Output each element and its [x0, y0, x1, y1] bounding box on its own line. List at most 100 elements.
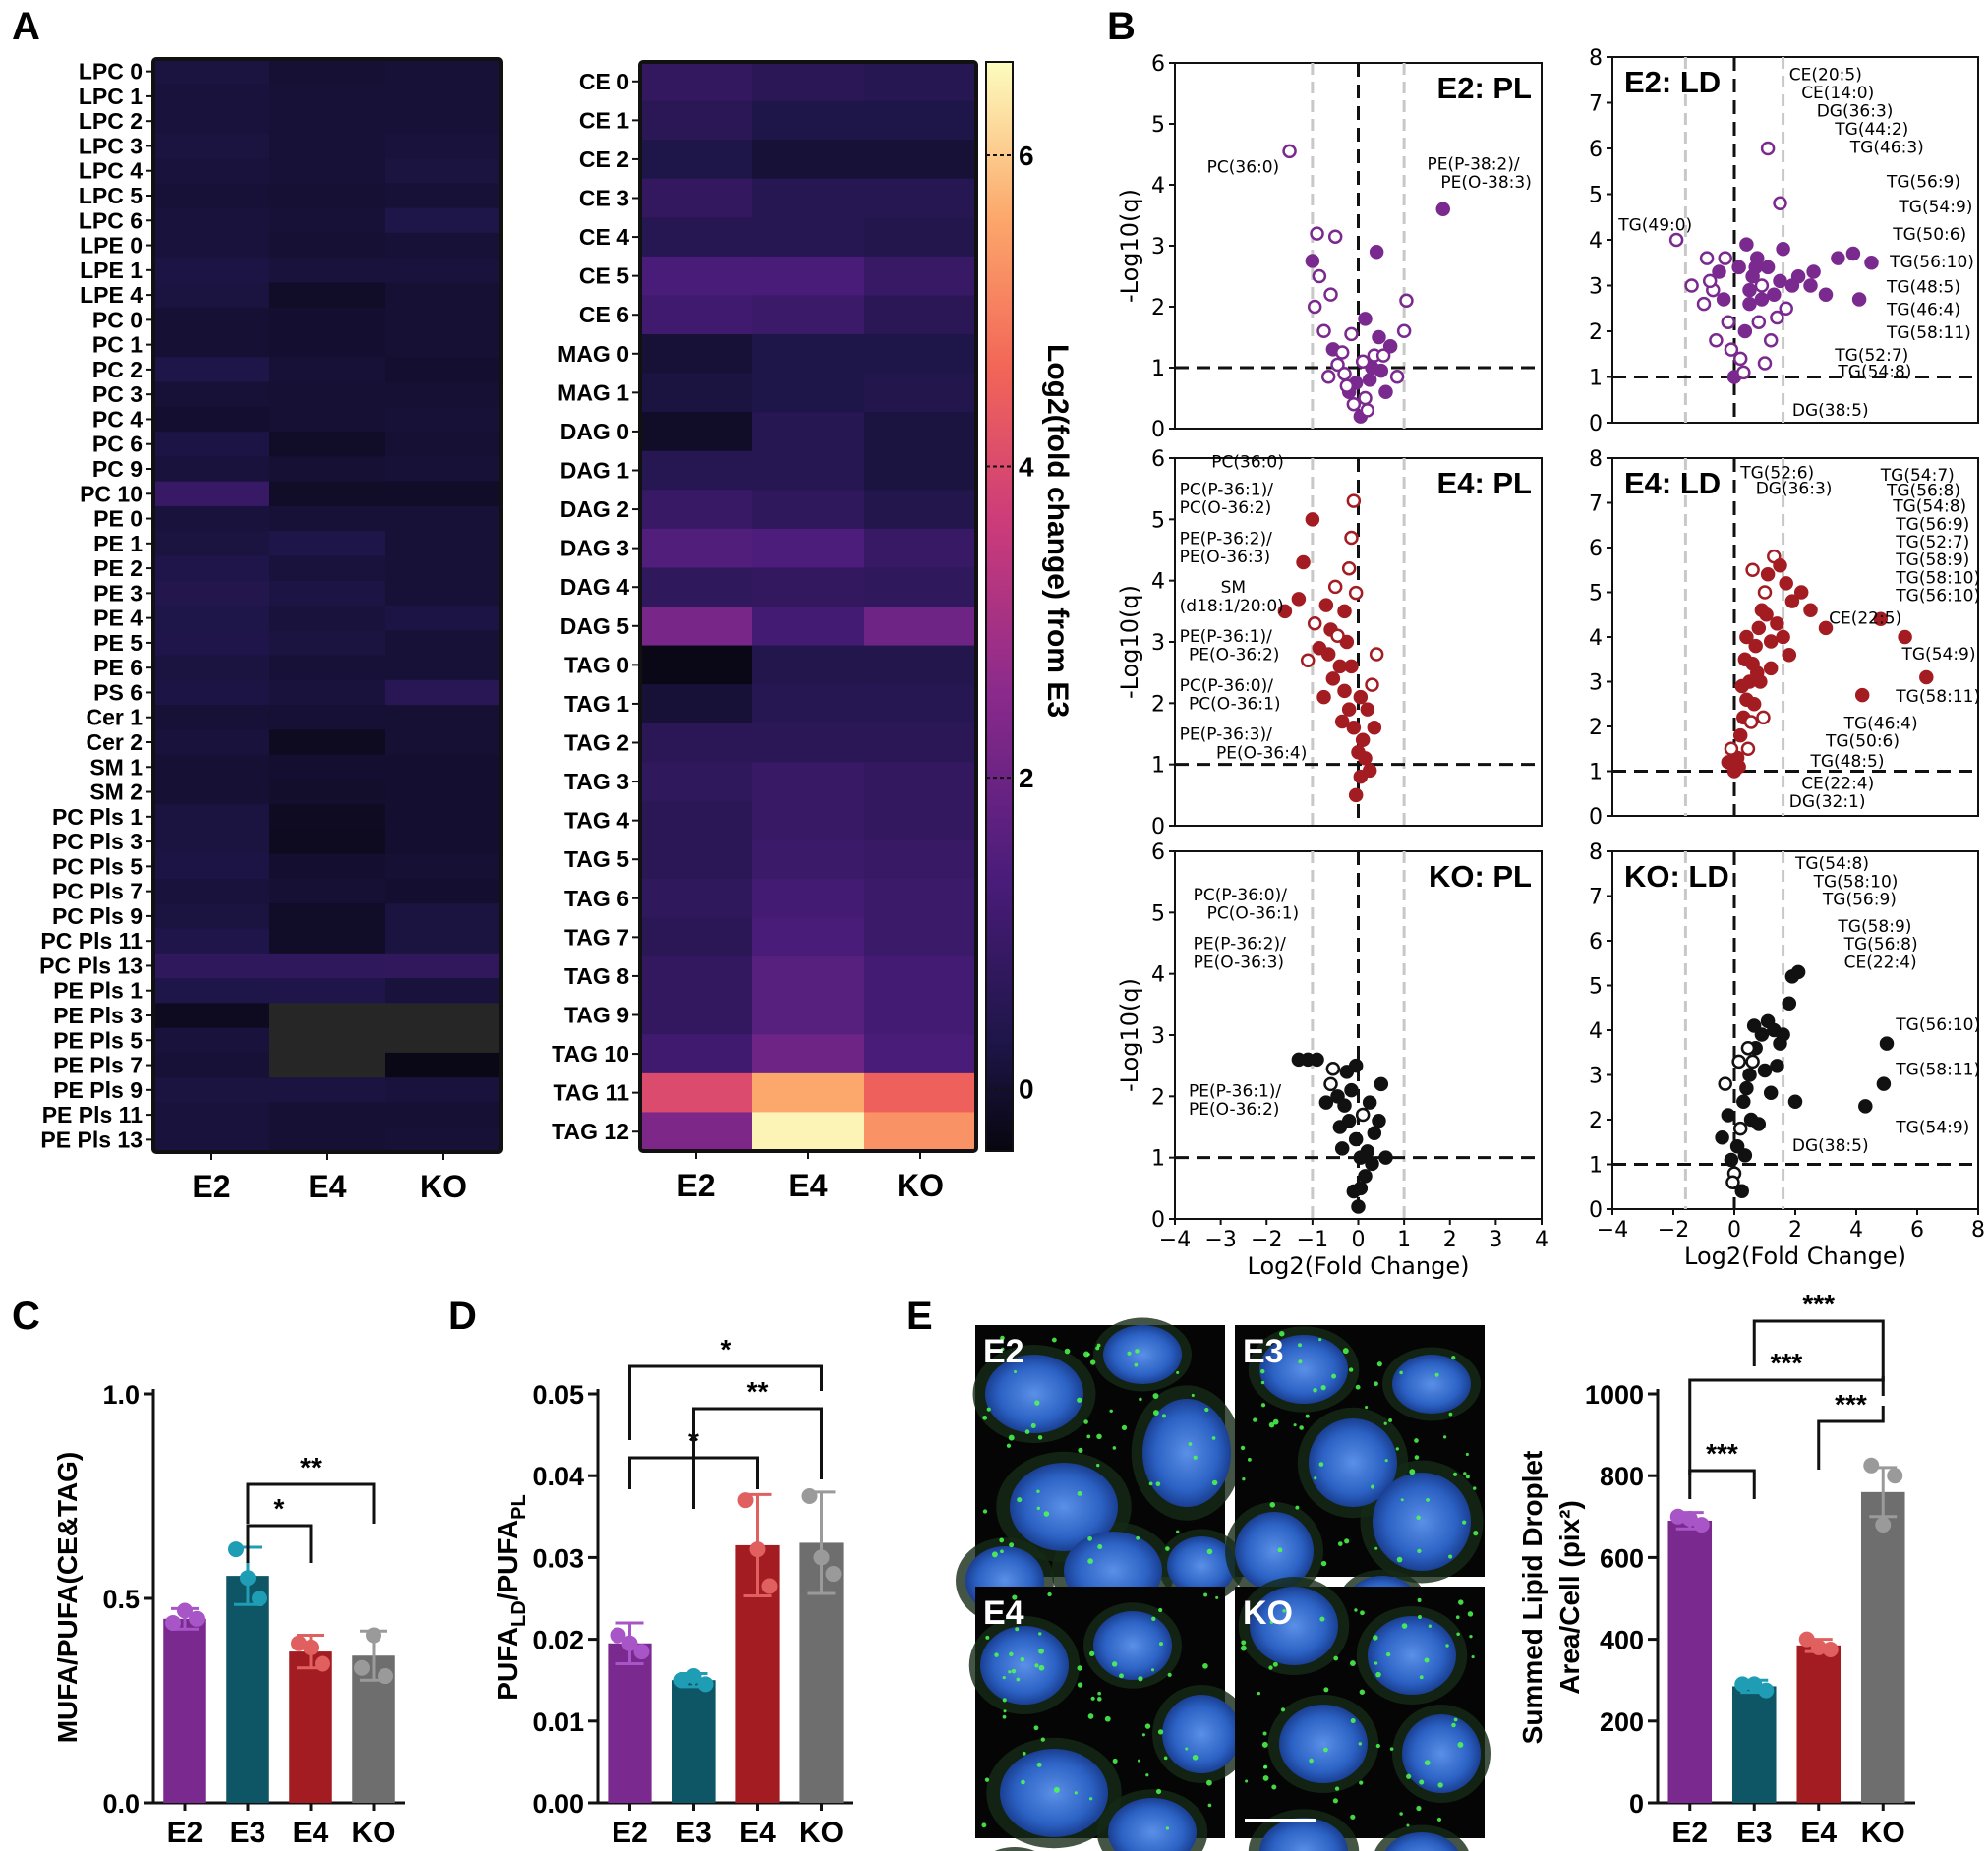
heatmap-cell — [269, 207, 386, 234]
data-point — [1748, 638, 1763, 654]
significance-label: * — [721, 1334, 731, 1364]
data-point — [1367, 1126, 1382, 1140]
lipid-droplet — [1262, 1731, 1267, 1736]
data-point — [1320, 370, 1336, 384]
data-point — [1341, 702, 1357, 717]
point-annotation: TG(50:6) — [1825, 731, 1900, 751]
row-label: LPC 6 — [79, 207, 143, 233]
row-label: PE Pls 1 — [53, 978, 143, 1004]
bar — [226, 1576, 269, 1803]
replicate-point — [610, 1627, 626, 1644]
data-point — [1360, 403, 1375, 418]
heatmap-cell — [864, 1034, 977, 1074]
heatmap-cell — [269, 357, 386, 383]
y-tick-label: 2 — [1589, 1109, 1603, 1133]
data-point — [1365, 1156, 1379, 1172]
row-label: TAG 8 — [564, 963, 629, 989]
y-tick-label: 0.05 — [532, 1380, 584, 1410]
point-annotation: TG(58:11) — [1895, 1061, 1980, 1080]
data-point — [1739, 1080, 1754, 1096]
data-point — [1898, 629, 1912, 645]
replicate-point — [685, 1668, 702, 1685]
heatmap-cell — [269, 307, 386, 333]
data-point — [1358, 1169, 1373, 1184]
lipid-droplet — [1360, 1610, 1365, 1616]
y-tick-label: 6 — [1589, 537, 1603, 561]
data-point — [1389, 370, 1405, 384]
column-label: E4 — [789, 1168, 827, 1203]
lipid-droplet — [1320, 1560, 1327, 1567]
plot-title: E4: PL — [1437, 466, 1532, 500]
heatmap-cell — [153, 307, 270, 333]
data-point — [1746, 697, 1762, 712]
x-tick-label: 3 — [1489, 1228, 1502, 1252]
point-annotation: TG(52:7) — [1895, 533, 1969, 552]
heatmap-cell — [385, 754, 502, 781]
y-tick-label: 0 — [1151, 418, 1165, 442]
y-axis-label-part: LD — [508, 1600, 530, 1627]
row-label: PC 10 — [80, 481, 143, 506]
category-label: E2 — [167, 1817, 204, 1849]
lipid-droplet — [1096, 1463, 1100, 1468]
replicate-point — [1669, 1508, 1686, 1525]
row-label: PC Pls 11 — [40, 928, 143, 954]
micrograph-label: E4 — [983, 1594, 1024, 1632]
lipid-droplet — [1399, 1370, 1403, 1375]
data-point — [1732, 727, 1748, 743]
row-label: LPC 5 — [79, 183, 143, 208]
heatmap-cell — [640, 995, 753, 1035]
row-label: PE 3 — [93, 580, 143, 606]
data-point — [1369, 647, 1384, 662]
y-tick-label: 5 — [1589, 975, 1603, 1000]
heatmap-cell — [153, 705, 270, 730]
lipid-droplet — [1269, 1502, 1276, 1508]
lipid-droplet — [1319, 1616, 1325, 1622]
heatmap-cell — [864, 723, 977, 763]
point-annotation: TG(58:9) — [1837, 917, 1911, 937]
lipid-droplet — [1053, 1786, 1060, 1793]
row-label: SM 1 — [89, 754, 143, 780]
plot-title: KO: PL — [1429, 859, 1532, 894]
row-label: TAG 3 — [564, 769, 629, 794]
y-tick-label: 4 — [1589, 626, 1603, 651]
row-label: LPE 1 — [80, 258, 143, 283]
colorbar: 0 2 4 6 Log2(fold change) from E3 — [985, 61, 1074, 1152]
data-point — [1355, 1107, 1371, 1123]
lipid-droplet — [1414, 1455, 1420, 1460]
data-point — [1757, 1063, 1773, 1078]
data-point — [1858, 1099, 1873, 1114]
lipid-droplet — [1467, 1611, 1474, 1617]
heatmap-cell — [385, 307, 502, 333]
data-point — [1745, 1054, 1760, 1070]
lipid-droplet — [1313, 1387, 1317, 1393]
data-point — [1344, 659, 1359, 674]
heatmap-cell — [752, 295, 865, 335]
nucleus — [1167, 1536, 1236, 1595]
lipid-droplet — [1457, 1599, 1464, 1605]
row-label: DAG 2 — [560, 496, 629, 522]
point-annotation: TG(54:9) — [1898, 198, 1972, 217]
heatmap-cell — [153, 84, 270, 110]
lipid-droplet — [1419, 1675, 1424, 1680]
heatmap-cell — [752, 62, 865, 102]
heatmap-cell — [269, 879, 386, 904]
lipid-droplet — [1077, 1490, 1082, 1496]
data-point — [1332, 1120, 1348, 1134]
heatmap-cell — [153, 928, 270, 954]
data-point — [1310, 1052, 1324, 1068]
lipid-droplet — [1097, 1544, 1103, 1550]
point-annotation: PE(P-36:1)/ — [1180, 627, 1272, 647]
row-label: TAG 9 — [564, 1003, 629, 1028]
row-label: LPC 2 — [79, 108, 143, 134]
data-point — [1435, 202, 1451, 217]
micrograph-label: E2 — [983, 1333, 1024, 1370]
data-point — [1818, 287, 1834, 303]
heatmap-cell — [385, 829, 502, 855]
heatmap-cell — [864, 1112, 977, 1152]
lipid-droplet — [1009, 1651, 1014, 1657]
y-tick-label: 5 — [1151, 901, 1165, 926]
y-tick-label: 3 — [1589, 275, 1603, 300]
data-point — [1854, 687, 1870, 703]
lipid-droplet — [1445, 1644, 1449, 1648]
heatmap-cell — [640, 956, 753, 997]
